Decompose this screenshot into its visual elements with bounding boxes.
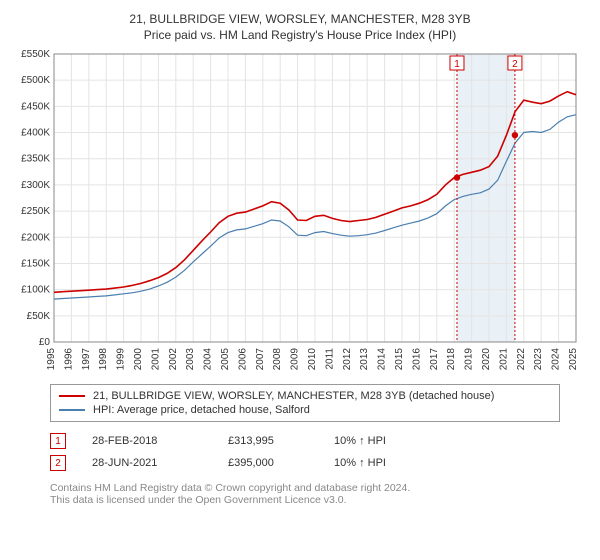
- svg-text:2005: 2005: [220, 348, 231, 371]
- svg-text:2010: 2010: [307, 348, 318, 371]
- transaction-delta: 10% ↑ HPI: [334, 457, 424, 469]
- transaction-delta: 10% ↑ HPI: [334, 435, 424, 447]
- legend-swatch: [59, 395, 85, 397]
- transaction-price: £395,000: [228, 457, 308, 469]
- svg-text:2015: 2015: [394, 348, 405, 371]
- svg-text:2018: 2018: [446, 348, 457, 371]
- chart-title-main: 21, BULLBRIDGE VIEW, WORSLEY, MANCHESTER…: [10, 12, 590, 26]
- svg-text:£200K: £200K: [21, 232, 50, 243]
- transaction-row: 1 28-FEB-2018 £313,995 10% ↑ HPI: [50, 430, 560, 452]
- svg-text:£250K: £250K: [21, 206, 50, 217]
- svg-text:1995: 1995: [46, 348, 57, 371]
- svg-text:2019: 2019: [464, 348, 475, 371]
- svg-text:2003: 2003: [185, 348, 196, 371]
- svg-text:2016: 2016: [411, 348, 422, 371]
- chart-container: 21, BULLBRIDGE VIEW, WORSLEY, MANCHESTER…: [0, 0, 600, 514]
- svg-text:£450K: £450K: [21, 101, 50, 112]
- svg-text:1: 1: [454, 59, 460, 70]
- legend-box: 21, BULLBRIDGE VIEW, WORSLEY, MANCHESTER…: [50, 384, 560, 422]
- svg-text:2006: 2006: [237, 348, 248, 371]
- legend-label: HPI: Average price, detached house, Salf…: [93, 404, 310, 416]
- chart-svg: £0 £50K £100K £150K £200K £250K £300K £350K £400…: [10, 48, 590, 378]
- svg-text:2020: 2020: [481, 348, 492, 371]
- svg-text:£550K: £550K: [21, 49, 50, 60]
- transaction-date: 28-JUN-2021: [92, 457, 202, 469]
- legend-swatch: [59, 409, 85, 411]
- svg-text:2001: 2001: [150, 348, 161, 371]
- transactions-table: 1 28-FEB-2018 £313,995 10% ↑ HPI 2 28-JUN-202…: [50, 430, 560, 474]
- svg-text:2017: 2017: [429, 348, 440, 371]
- svg-text:2011: 2011: [324, 348, 335, 370]
- footer-line-2: This data is licensed under the Open Gov…: [50, 494, 560, 506]
- svg-text:2013: 2013: [359, 348, 370, 371]
- svg-text:2009: 2009: [290, 348, 301, 371]
- svg-text:2012: 2012: [342, 348, 353, 371]
- svg-text:£350K: £350K: [21, 154, 50, 165]
- svg-text:1996: 1996: [63, 348, 74, 371]
- svg-text:£500K: £500K: [21, 75, 50, 86]
- footer-line-1: Contains HM Land Registry data © Crown c…: [50, 482, 560, 494]
- svg-text:£150K: £150K: [21, 258, 50, 269]
- transaction-date: 28-FEB-2018: [92, 435, 202, 447]
- svg-text:2008: 2008: [272, 348, 283, 371]
- svg-text:2014: 2014: [377, 348, 388, 371]
- svg-text:2024: 2024: [551, 348, 562, 371]
- legend-item: 21, BULLBRIDGE VIEW, WORSLEY, MANCHESTER…: [59, 389, 551, 403]
- svg-text:2023: 2023: [533, 348, 544, 371]
- svg-text:2025: 2025: [568, 348, 579, 371]
- svg-text:1998: 1998: [98, 348, 109, 371]
- transaction-index-box: 1: [50, 433, 66, 449]
- svg-text:£100K: £100K: [21, 285, 50, 296]
- transaction-index-box: 2: [50, 455, 66, 471]
- legend-item: HPI: Average price, detached house, Salf…: [59, 403, 551, 417]
- plot-area: £0 £50K £100K £150K £200K £250K £300K £350K £400…: [10, 48, 590, 378]
- svg-text:£50K: £50K: [27, 311, 51, 322]
- chart-title-sub: Price paid vs. HM Land Registry's House …: [10, 28, 590, 42]
- svg-text:£0: £0: [39, 337, 51, 348]
- legend-label: 21, BULLBRIDGE VIEW, WORSLEY, MANCHESTER…: [93, 390, 494, 402]
- svg-text:£400K: £400K: [21, 128, 50, 139]
- transaction-price: £313,995: [228, 435, 308, 447]
- svg-text:2021: 2021: [498, 348, 509, 371]
- svg-text:1997: 1997: [81, 348, 92, 371]
- chart-titles: 21, BULLBRIDGE VIEW, WORSLEY, MANCHESTER…: [10, 12, 590, 42]
- svg-text:2022: 2022: [516, 348, 527, 371]
- svg-text:2007: 2007: [255, 348, 266, 371]
- footer: Contains HM Land Registry data © Crown c…: [50, 482, 560, 506]
- svg-text:£300K: £300K: [21, 180, 50, 191]
- svg-text:2004: 2004: [203, 348, 214, 371]
- svg-text:2002: 2002: [168, 348, 179, 371]
- svg-text:1999: 1999: [116, 348, 127, 371]
- transaction-row: 2 28-JUN-2021 £395,000 10% ↑ HPI: [50, 452, 560, 474]
- svg-text:2: 2: [512, 59, 518, 70]
- svg-text:2000: 2000: [133, 348, 144, 371]
